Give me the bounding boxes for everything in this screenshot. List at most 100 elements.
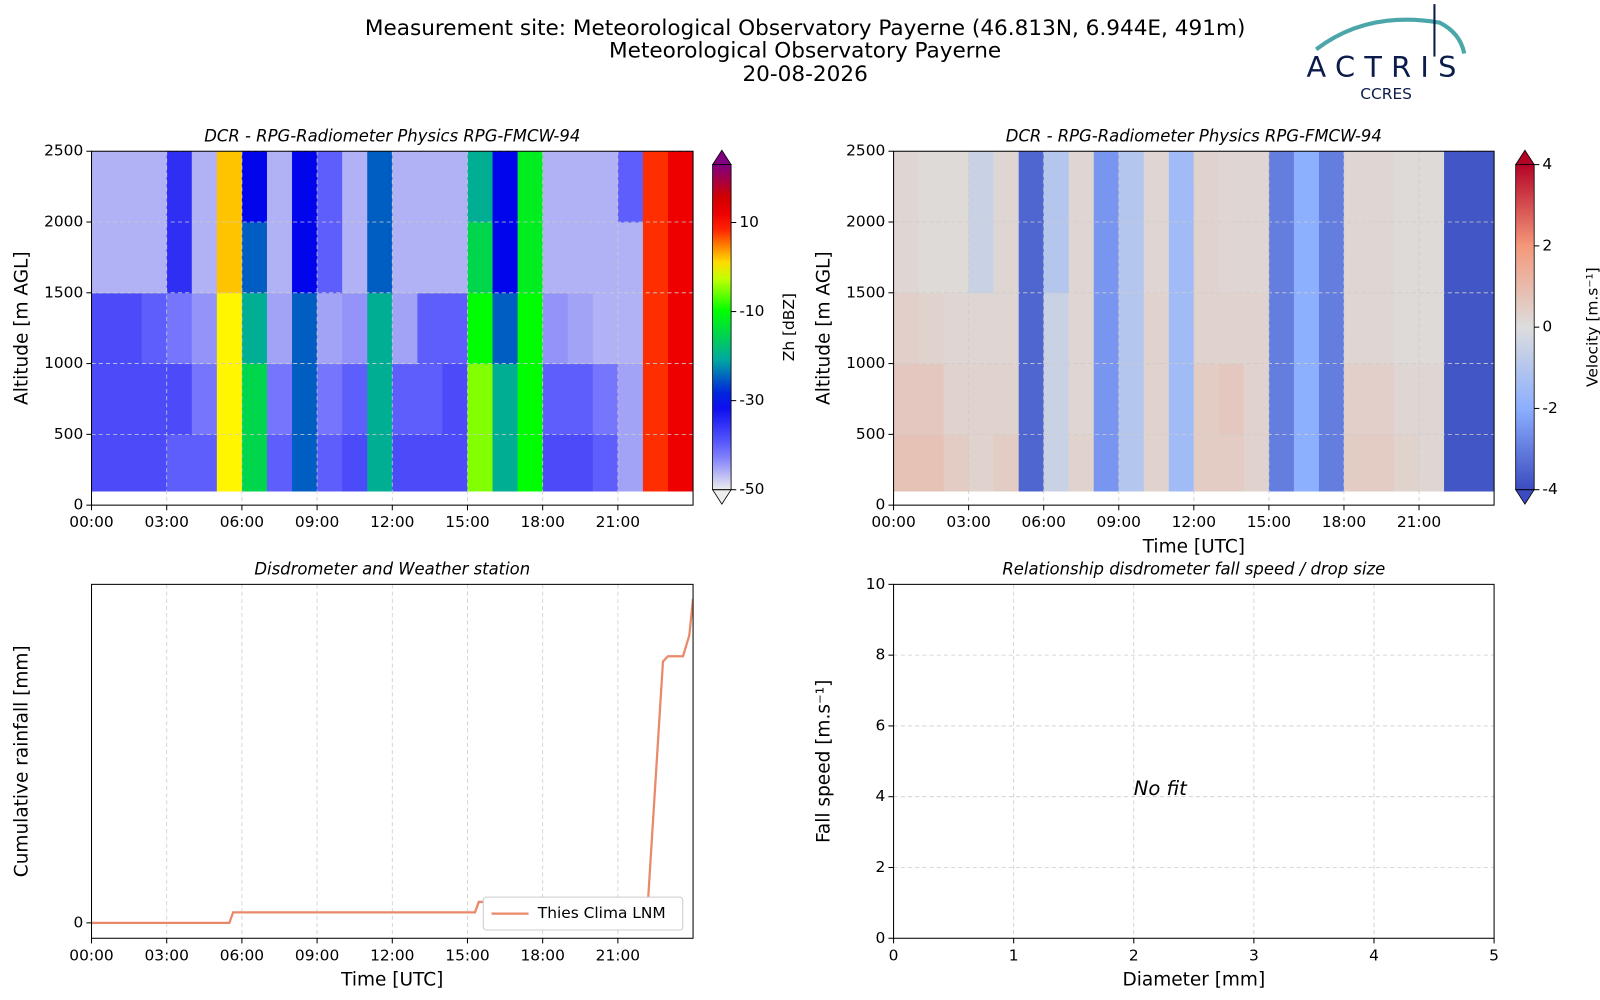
heatmap-cell [1469, 363, 1495, 435]
header-line: Measurement site: Meteorological Observa… [365, 16, 1246, 41]
heatmap-cell [317, 292, 343, 365]
heatmap-cell [1018, 222, 1045, 294]
colorbar [1515, 164, 1535, 490]
y-axis-label: Altitude [m AGL] [814, 251, 835, 405]
x-tick-label: 18:00 [1322, 513, 1366, 531]
heatmap-cell [317, 222, 343, 294]
heatmap-cell [1444, 222, 1470, 294]
heatmap-cell [1043, 434, 1070, 492]
heatmap-cell [642, 151, 669, 223]
heatmap-cell [467, 434, 494, 492]
logo: ACTRIS CCRES [1307, 4, 1467, 103]
heatmap-cell [367, 151, 393, 223]
x-tick-label: 0 [889, 946, 899, 964]
heatmap-cell [1343, 363, 1370, 435]
heatmap-cell [116, 151, 143, 223]
heatmap-cell [216, 434, 243, 492]
heatmap-cell [467, 363, 494, 435]
heatmap-cell [1368, 363, 1395, 435]
x-tick-label: 00:00 [871, 513, 915, 531]
heatmap-cell [442, 292, 468, 365]
colorbar-tick-label: -4 [1542, 480, 1557, 498]
heatmap-cell [241, 151, 268, 223]
heatmap-cell [1093, 434, 1120, 492]
heatmap-cell [1343, 222, 1370, 294]
heatmap-cell [1043, 292, 1070, 365]
heatmap-cell [993, 434, 1020, 492]
heatmap-cell [1118, 363, 1145, 435]
heatmap-cell [442, 222, 468, 294]
y-tick-label: 10 [866, 575, 886, 593]
heatmap-cell [392, 151, 418, 223]
heatmap-cell [592, 363, 619, 435]
heatmap-cell [1068, 363, 1095, 435]
heatmap-cell [292, 222, 318, 294]
heatmap-cell [1018, 363, 1045, 435]
heatmap-cell [968, 434, 995, 492]
heatmap-cell [442, 151, 468, 223]
colorbar-tick-label: -10 [739, 302, 764, 320]
heatmap-cell [467, 151, 494, 223]
heatmap-cell [1243, 363, 1270, 435]
heatmap-cell [1218, 222, 1245, 294]
colorbar-tick-label: 10 [739, 213, 759, 231]
heatmap-cell [1168, 222, 1195, 294]
heatmap-cell [567, 292, 594, 365]
heatmap-cell [141, 151, 168, 223]
heatmap-cell [292, 151, 318, 223]
heatmap-cell [1268, 292, 1295, 365]
heatmap-cell [1368, 151, 1395, 223]
heatmap-cell [91, 363, 118, 435]
x-tick-label: 5 [1489, 946, 1499, 964]
heatmap-cell [667, 292, 694, 365]
heatmap-cell [342, 151, 368, 223]
heatmap-cell [1093, 222, 1120, 294]
plot-area [91, 584, 694, 939]
heatmap-cell [166, 151, 193, 223]
heatmap-cell [367, 363, 393, 435]
heatmap-cell [918, 434, 945, 492]
heatmap-cell [1193, 222, 1220, 294]
heatmap-cell [166, 434, 193, 492]
heatmap-cell [492, 434, 519, 492]
y-tick-label: 2 [876, 858, 886, 876]
x-tick-label: 09:00 [295, 946, 339, 964]
colorbar-tick-label: -50 [739, 480, 764, 498]
y-tick-label: 1000 [846, 354, 885, 372]
heatmap-cell [1394, 292, 1420, 365]
heatmap-cell [517, 151, 544, 223]
heatmap-cell [1018, 434, 1045, 492]
heatmap-cell [1218, 363, 1245, 435]
heatmap-cell [592, 151, 619, 223]
colorbar-tick-label: 2 [1542, 236, 1552, 254]
chart-title: Relationship disdrometer fall speed / dr… [1002, 559, 1385, 578]
x-tick-label: 15:00 [445, 513, 489, 531]
y-tick-label: 500 [856, 425, 885, 443]
heatmap-cell [592, 434, 619, 492]
heatmap-cell [592, 292, 619, 365]
heatmap-cell [492, 292, 519, 365]
heatmap-cell [617, 363, 644, 435]
heatmap-cell [1118, 222, 1145, 294]
heatmap-cell [1318, 292, 1345, 365]
heatmap-cell [1268, 151, 1295, 223]
heatmap-cell [1143, 292, 1170, 365]
heatmap-cell [191, 434, 218, 492]
heatmap-cell [1419, 151, 1445, 223]
heatmap-cell [943, 151, 970, 223]
heatmap-cell [517, 292, 544, 365]
plot-area [893, 584, 1495, 939]
heatmap-cell [1293, 222, 1320, 294]
x-tick-label: 18:00 [520, 946, 564, 964]
panel: 00:00 03:00 06:00 09:00 12:00 15:00 18:00 21:00… [12, 126, 799, 531]
heatmap-cell [266, 151, 293, 223]
heatmap-cell [266, 292, 293, 365]
x-tick-label: 18:00 [520, 513, 564, 531]
heatmap-cell [943, 363, 970, 435]
heatmap-cell [1093, 292, 1120, 365]
x-tick-label: 03:00 [145, 513, 189, 531]
heatmap-cell [1143, 434, 1170, 492]
x-tick-label: 09:00 [1097, 513, 1141, 531]
heatmap-cell [417, 222, 443, 294]
